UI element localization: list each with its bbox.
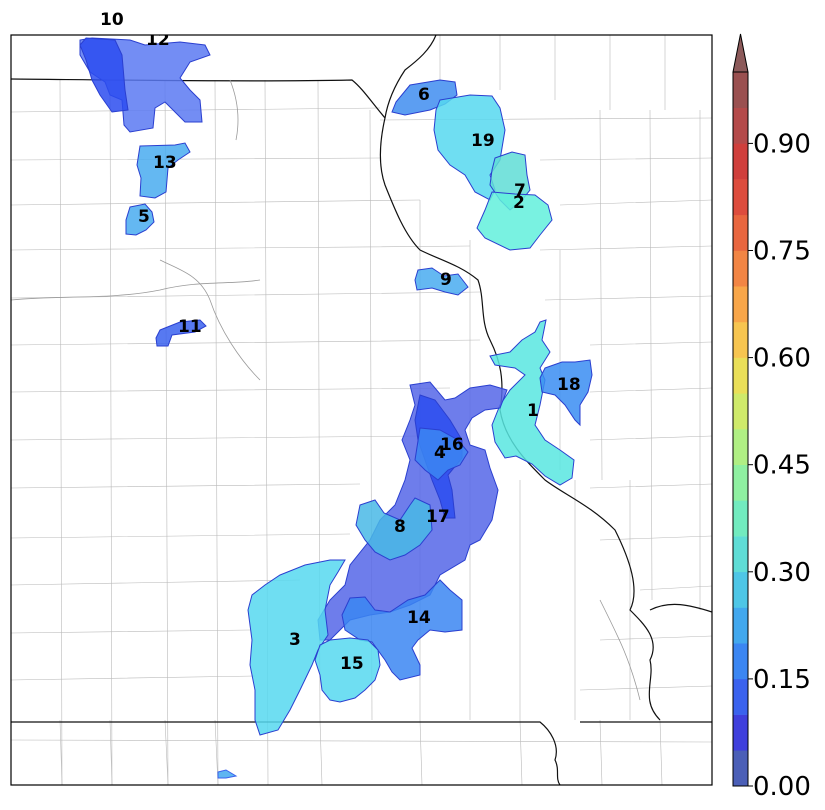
region-label-19: 19 bbox=[471, 131, 495, 151]
map-frame-border bbox=[10, 34, 713, 786]
colorbar-extend-arrow bbox=[732, 33, 749, 73]
region-3 bbox=[247, 559, 346, 736]
region-9 bbox=[414, 267, 469, 296]
colorbar-level-11 bbox=[733, 357, 748, 394]
colorbar-level-1 bbox=[733, 714, 748, 751]
region-bottom-speck bbox=[217, 769, 238, 779]
colorbar-tick-label-5: 0.75 bbox=[753, 237, 811, 267]
colorbar-level-6 bbox=[733, 536, 748, 573]
region-label-1: 1 bbox=[527, 401, 539, 421]
colorbar-level-4 bbox=[733, 607, 748, 644]
colorbar-level-17 bbox=[733, 143, 748, 180]
region-2 bbox=[476, 191, 553, 251]
region-10 bbox=[79, 37, 129, 113]
colorbar-level-13 bbox=[733, 286, 748, 323]
colorbar-level-5 bbox=[733, 571, 748, 608]
region-label-5: 5 bbox=[138, 207, 150, 227]
region-label-4: 4 bbox=[434, 443, 446, 463]
region-15 bbox=[314, 637, 381, 703]
region-5 bbox=[125, 203, 155, 236]
colorbar-tick-label-4: 0.60 bbox=[753, 344, 811, 374]
colorbar-tick-label-0: 0.00 bbox=[753, 772, 811, 802]
colorbar-level-3 bbox=[733, 643, 748, 680]
region-4 bbox=[414, 427, 469, 481]
region-label-13: 13 bbox=[153, 153, 177, 173]
colorbar-level-10 bbox=[733, 393, 748, 430]
colorbar-level-8 bbox=[733, 464, 748, 501]
county-boundaries bbox=[11, 35, 712, 785]
probability-regions bbox=[79, 37, 593, 779]
region-label-7: 7 bbox=[514, 181, 526, 201]
region-18 bbox=[539, 359, 593, 427]
colorbar-tick-label-3: 0.45 bbox=[753, 451, 811, 481]
region-8 bbox=[355, 497, 433, 561]
colorbar-border bbox=[732, 72, 749, 787]
region-label-14: 14 bbox=[407, 608, 431, 628]
region-label-12: 12 bbox=[146, 30, 170, 50]
colorbar-level-16 bbox=[733, 179, 748, 216]
colorbar-level-15 bbox=[733, 214, 748, 251]
colorbar-level-0 bbox=[733, 750, 748, 787]
region-label-16: 16 bbox=[440, 435, 464, 455]
state-boundaries bbox=[11, 35, 712, 785]
region-label-10: 10 bbox=[100, 10, 124, 30]
colorbar-level-9 bbox=[733, 429, 748, 465]
colorbar-level-14 bbox=[733, 250, 748, 287]
region-label-3: 3 bbox=[289, 630, 301, 650]
colorbar-tick-label-1: 0.15 bbox=[753, 665, 811, 695]
region-label-9: 9 bbox=[440, 270, 452, 290]
rivers bbox=[11, 79, 641, 701]
region-13 bbox=[136, 142, 191, 199]
colorbar-level-19 bbox=[733, 72, 748, 108]
colorbar-level-18 bbox=[733, 107, 748, 144]
colorbar-level-2 bbox=[733, 678, 748, 715]
region-label-8: 8 bbox=[394, 517, 406, 537]
colorbar-level-7 bbox=[733, 500, 748, 537]
region-label-2: 2 bbox=[513, 193, 525, 213]
region-label-6: 6 bbox=[418, 85, 430, 105]
region-labels: 12 13 5 11 6 19 72 9 1 18 164 17 8 3 14 15 bbox=[138, 30, 581, 674]
colorbar-tick-label-6: 0.90 bbox=[753, 129, 811, 159]
region-11 bbox=[155, 319, 207, 347]
region-label-17: 17 bbox=[426, 507, 450, 527]
colorbar-tick-label-2: 0.30 bbox=[753, 558, 811, 588]
colorbar-level-12 bbox=[733, 321, 748, 358]
colorbar: 0.00 0.15 0.30 0.45 0.60 0.75 0.90 bbox=[732, 33, 811, 802]
region-label-18: 18 bbox=[557, 375, 581, 395]
region-label-11: 11 bbox=[178, 317, 202, 337]
region-label-15: 15 bbox=[340, 654, 364, 674]
